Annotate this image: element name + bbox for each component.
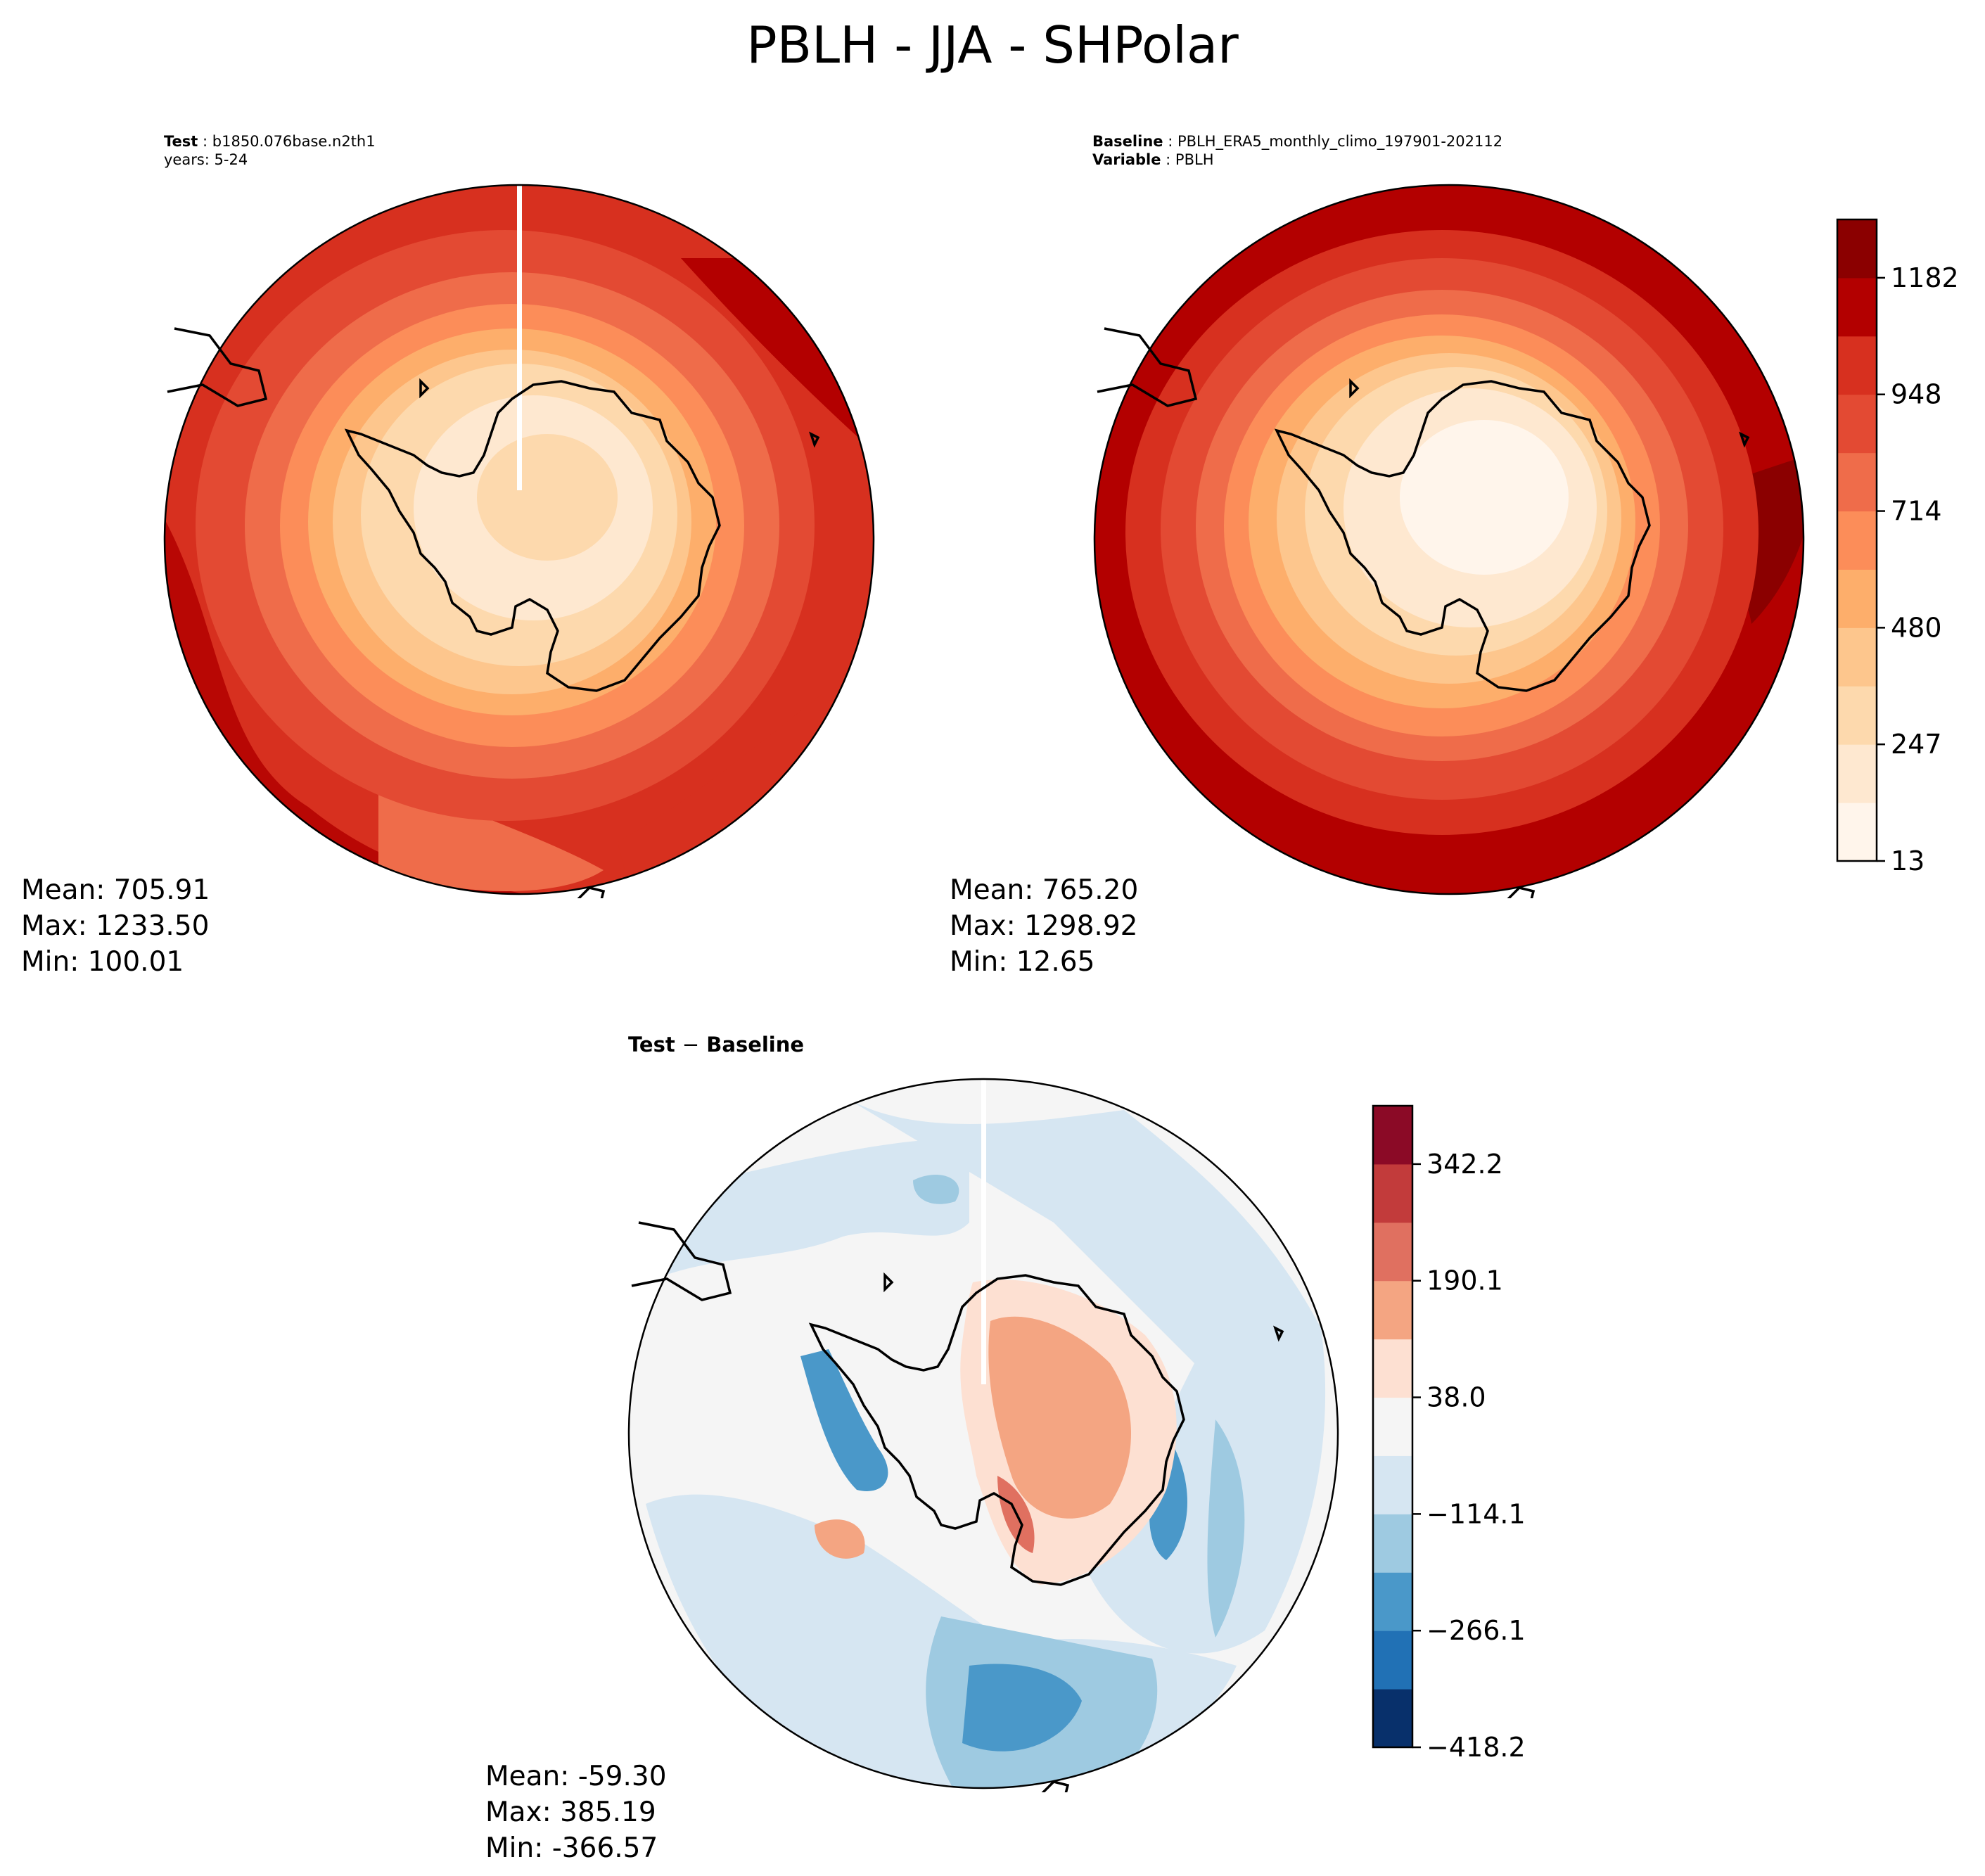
abs-colorbar-band bbox=[1837, 219, 1877, 279]
diff-colorbar-tick-label: −114.1 bbox=[1426, 1498, 1526, 1529]
test-header: Test : b1850.076base.n2th1 years: 5-24 bbox=[164, 133, 376, 168]
diff-colorbar-band bbox=[1373, 1397, 1412, 1456]
test-label: Test bbox=[164, 133, 198, 150]
diff-antarctica-coastline bbox=[631, 1221, 1284, 1792]
diff-colorbar-bands bbox=[1373, 1106, 1412, 1748]
diff-mean: Mean: -59.30 bbox=[485, 1761, 667, 1792]
baseline-variable-label: Variable bbox=[1092, 151, 1161, 168]
baseline-label: Baseline bbox=[1092, 133, 1163, 150]
diff-colorbar-band bbox=[1373, 1572, 1412, 1631]
abs-colorbar-band bbox=[1837, 803, 1877, 862]
diff-colorbar-band bbox=[1373, 1222, 1412, 1282]
test-map-field bbox=[165, 185, 874, 894]
abs-colorbar-band bbox=[1837, 511, 1877, 570]
diff-colorbar-frame bbox=[1372, 1104, 1414, 1749]
abs-colorbar-tick-label: 948 bbox=[1891, 379, 1942, 410]
diff-colorbar-band bbox=[1373, 1455, 1412, 1514]
abs-colorbar-band bbox=[1837, 686, 1877, 745]
test-stats: Mean: 705.91 Max: 1233.50 Min: 100.01 bbox=[21, 872, 210, 980]
diff-colorbar-band bbox=[1373, 1689, 1412, 1748]
abs-colorbar-tick-label: 13 bbox=[1891, 846, 1925, 872]
abs-colorbar-tick-label: 1182 bbox=[1891, 262, 1959, 293]
diff-header: Test − Baseline bbox=[628, 1033, 805, 1057]
abs-colorbar-bands bbox=[1837, 219, 1877, 862]
test-years: years: 5-24 bbox=[164, 151, 248, 168]
baseline-min: Min: 12.65 bbox=[950, 946, 1095, 978]
test-map-seam bbox=[517, 185, 522, 490]
diff-colorbar-tick-label: −266.1 bbox=[1426, 1615, 1526, 1646]
abs-colorbar-ticks: 13 247 480 714 948 1182 bbox=[1877, 262, 1959, 872]
diff-label-a: Test bbox=[628, 1033, 675, 1057]
diff-map-seam bbox=[981, 1079, 986, 1384]
baseline-mean: Mean: 765.20 bbox=[950, 874, 1139, 906]
baseline-stats: Mean: 765.20 Max: 1298.92 Min: 12.65 bbox=[950, 872, 1138, 980]
abs-colorbar-band bbox=[1837, 569, 1877, 628]
diff-colorbar-band bbox=[1373, 1339, 1412, 1398]
baseline-map bbox=[1093, 184, 1805, 898]
diff-colorbar-band bbox=[1373, 1163, 1412, 1223]
diff-colorbar-tick-label: 342.2 bbox=[1426, 1149, 1503, 1180]
diff-map bbox=[627, 1078, 1339, 1792]
abs-colorbar-band bbox=[1837, 336, 1877, 395]
diff-colorbar-band bbox=[1373, 1514, 1412, 1573]
diff-colorbar-ticks: −418.2 −266.1 −114.1 38.0 190.1 342.2 bbox=[1412, 1149, 1526, 1759]
diff-colorbar: −418.2 −266.1 −114.1 38.0 190.1 342.2 bbox=[1372, 1104, 1526, 1759]
diff-map-boundary bbox=[627, 1078, 1339, 1789]
test-map-boundary bbox=[163, 184, 875, 895]
diff-label-sep: − bbox=[682, 1033, 700, 1057]
test-max: Max: 1233.50 bbox=[21, 910, 210, 942]
figure-title: PBLH - JJA - SHPolar bbox=[746, 15, 1239, 75]
diff-colorbar-band bbox=[1373, 1631, 1412, 1690]
baseline-antarctica-coastline bbox=[1097, 327, 1750, 898]
baseline-variable: PBLH bbox=[1175, 151, 1214, 168]
abs-colorbar-tick-label: 480 bbox=[1891, 612, 1942, 643]
diff-colorbar-band bbox=[1373, 1106, 1412, 1165]
abs-colorbar: 13 247 480 714 948 1182 bbox=[1836, 218, 1959, 872]
diff-colorbar-band bbox=[1373, 1280, 1412, 1340]
abs-colorbar-tick-label: 247 bbox=[1891, 729, 1942, 760]
diff-label-b: Baseline bbox=[706, 1033, 805, 1057]
abs-colorbar-band bbox=[1837, 394, 1877, 454]
baseline-header: Baseline : PBLH_ERA5_monthly_climo_19790… bbox=[1092, 133, 1503, 168]
diff-map-field bbox=[629, 1079, 1338, 1788]
diff-colorbar-tick-label: −418.2 bbox=[1426, 1732, 1526, 1759]
abs-colorbar-band bbox=[1837, 277, 1877, 337]
abs-colorbar-band bbox=[1837, 452, 1877, 512]
diff-colorbar-tick-label: 38.0 bbox=[1426, 1382, 1486, 1413]
test-case: b1850.076base.n2th1 bbox=[212, 133, 376, 150]
test-min: Min: 100.01 bbox=[21, 946, 184, 978]
baseline-max: Max: 1298.92 bbox=[950, 910, 1138, 942]
abs-colorbar-tick-label: 714 bbox=[1891, 496, 1942, 527]
test-map bbox=[163, 184, 875, 898]
abs-colorbar-band bbox=[1837, 744, 1877, 803]
baseline-case: PBLH_ERA5_monthly_climo_197901-202112 bbox=[1177, 133, 1503, 150]
test-mean: Mean: 705.91 bbox=[21, 874, 210, 906]
baseline-map-boundary bbox=[1093, 184, 1805, 895]
baseline-map-field bbox=[1094, 185, 1804, 894]
test-antarctica-coastline bbox=[167, 327, 820, 898]
diff-max: Max: 385.19 bbox=[485, 1797, 656, 1828]
diff-stats: Mean: -59.30 Max: 385.19 Min: -366.57 bbox=[485, 1759, 667, 1866]
diff-min: Min: -366.57 bbox=[485, 1832, 658, 1864]
abs-colorbar-frame bbox=[1836, 218, 1878, 862]
abs-colorbar-band bbox=[1837, 627, 1877, 687]
diff-colorbar-tick-label: 190.1 bbox=[1426, 1265, 1503, 1296]
